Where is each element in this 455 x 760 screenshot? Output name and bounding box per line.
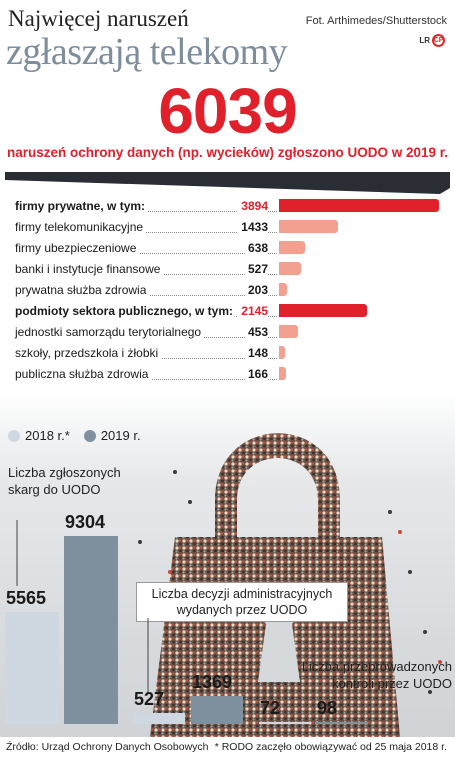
title-line-1: Najwięcej naruszeń — [8, 6, 189, 31]
breakdown-value: 166 — [244, 367, 268, 381]
breakdown-row: jednostki samorządu terytorialnego 453 — [15, 322, 440, 342]
breakdown-bar — [279, 367, 286, 380]
breakdown-row: podmioty sektora publicznego, w tym: 2145 — [15, 301, 440, 321]
breakdown-label: podmioty sektora publicznego, w tym: — [15, 304, 237, 318]
photo-credit: Fot. Arthimedes/Shutterstock — [305, 15, 447, 27]
complaints-value-2018: 5565 — [6, 588, 47, 608]
decisions-chart-title: Liczba decyzji administracyjnych wydanyc… — [136, 582, 348, 622]
publisher-logo: LR CP — [419, 34, 445, 47]
complaints-value-2019: 9304 — [65, 512, 106, 532]
inspections-chart-title: Liczba przeprowadzonych kontroli przez U… — [301, 659, 452, 691]
divider-wedge — [5, 172, 450, 194]
breakdown-label: firmy ubezpieczeniowe — [15, 241, 140, 255]
legend-label-2018: 2018 r.* — [25, 428, 70, 443]
inspections-value-2018: 72 — [260, 698, 281, 718]
breakdown-label: jednostki samorządu terytorialnego — [15, 325, 205, 339]
decisions-connector — [147, 618, 149, 694]
breakdown-row: firmy prywatne, w tym: 3894 — [15, 196, 440, 216]
legend-swatch-2019 — [83, 429, 96, 442]
breakdown-row: publiczna służba zdrowia 166 — [15, 364, 440, 384]
breakdown-value: 148 — [244, 346, 268, 360]
complaints-chart-title: Liczba zgłoszonych skarg do UODO — [8, 465, 121, 497]
inspections-connector — [269, 682, 284, 700]
headline-subtitle: naruszeń ochrony danych (np. wycieków) z… — [6, 145, 449, 160]
decisions-bar-2019 — [191, 696, 243, 724]
source-note: Źródło: Urząd Ochrony Danych Osobowych — [6, 741, 209, 753]
legend-label-2019: 2019 r. — [100, 428, 141, 443]
breakdown-value: 203 — [244, 283, 268, 297]
vertical-chart-legend: 2018 r.* 2019 r. — [8, 428, 141, 443]
breakdown-row: banki i instytucje finansowe 527 — [15, 259, 440, 279]
logo-mark: CP — [432, 34, 445, 47]
inspections-bar-2018 — [259, 722, 311, 724]
breakdown-bar — [279, 199, 439, 212]
breakdown-bar — [279, 283, 287, 296]
breakdown-value: 3894 — [238, 199, 268, 213]
breakdown-bar — [279, 325, 298, 338]
inspections-bar-2019 — [316, 722, 368, 724]
footnote: * RODO zaczęło obowiązywać od 25 maja 20… — [214, 741, 447, 753]
complaints-bar-2018 — [5, 612, 59, 724]
breakdown-value: 527 — [244, 262, 268, 276]
decisions-bar-2018 — [133, 713, 185, 724]
breakdown-row: firmy ubezpieczeniowe 638 — [15, 238, 440, 258]
breakdown-value: 453 — [244, 325, 268, 339]
breakdown-bar — [279, 346, 285, 359]
headline-number: 6039 — [158, 75, 297, 147]
legend-swatch-2018 — [8, 429, 20, 442]
title-line-2: zgłaszają telekomy — [6, 31, 288, 73]
breakdown-label: firmy prywatne, w tym: — [15, 199, 149, 213]
breakdown-value: 2145 — [238, 304, 268, 318]
complaints-connector — [16, 520, 18, 586]
breakdown-row: prywatna służba zdrowia 203 — [15, 280, 440, 300]
breakdown-label: publiczna służba zdrowia — [15, 367, 152, 381]
logo-text: LR — [419, 36, 430, 45]
breakdown-value: 1433 — [238, 220, 268, 234]
breakdown-bar — [279, 220, 338, 233]
legend-item-2019: 2019 r. — [83, 428, 141, 443]
leader-dots — [15, 253, 277, 254]
breakdown-row: firmy telekomunikacyjne 1433 — [15, 217, 440, 237]
breakdown-label: prywatna służba zdrowia — [15, 283, 150, 297]
breakdown-label: banki i instytucje finansowe — [15, 262, 164, 276]
breakdown-bar — [279, 241, 305, 254]
breakdown-bar — [279, 304, 367, 317]
breakdown-row: szkoły, przedszkola i żłobki 148 — [15, 343, 440, 363]
breakdown-value: 638 — [244, 241, 268, 255]
legend-item-2018: 2018 r.* — [8, 428, 70, 443]
complaints-bar-2019 — [64, 536, 118, 724]
breakdown-label: firmy telekomunikacyjne — [15, 220, 147, 234]
breakdown-bar — [279, 262, 301, 275]
breakdown-label: szkoły, przedszkola i żłobki — [15, 346, 162, 360]
inspections-value-2019: 98 — [317, 698, 338, 718]
decisions-value-2018: 527 — [134, 689, 165, 709]
decisions-value-2019: 1369 — [192, 672, 233, 692]
